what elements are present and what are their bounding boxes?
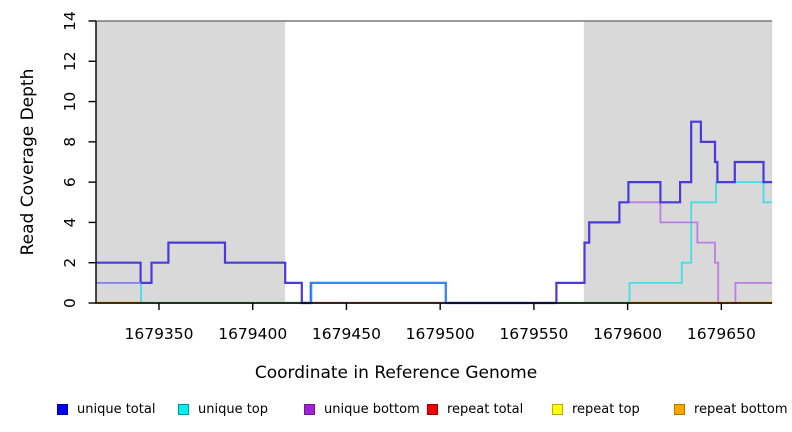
series-unique-bottom	[627, 201, 773, 304]
x-tick-label: 1679600	[593, 325, 662, 343]
legend-swatch-icon	[178, 404, 189, 415]
y-tick-label: 14	[61, 11, 79, 31]
y-tick-label: 10	[61, 92, 79, 112]
y-tick-label: 2	[61, 258, 79, 268]
shaded-regions	[95, 20, 773, 303]
x-axis-title: Coordinate in Reference Genome	[255, 363, 537, 383]
tick-marks-and-labels: 1679350 1679400 1679450 1679500 1679550 16796…	[61, 11, 756, 343]
x-tick-label: 1679400	[218, 325, 287, 343]
x-tick-label: 1679350	[124, 325, 193, 343]
y-tick-label: 12	[61, 51, 79, 71]
legend-label: repeat bottom	[694, 402, 788, 417]
legend-swatch-icon	[552, 404, 563, 415]
x-tick-label: 1679450	[312, 325, 381, 343]
x-tick-label: 1679550	[499, 325, 568, 343]
legend-label: repeat top	[572, 402, 640, 417]
series-unique-total	[95, 120, 773, 305]
coverage-plot: 1679350 1679400 1679450 1679500 1679550 16796…	[18, 11, 773, 383]
y-tick-label: 8	[61, 137, 79, 147]
legend-label: unique bottom	[324, 402, 420, 417]
legend-label: unique top	[198, 402, 269, 417]
y-tick-label: 4	[61, 217, 79, 227]
y-tick-label: 0	[61, 298, 79, 308]
legend-label: repeat total	[447, 402, 524, 417]
y-axis-title: Read Coverage Depth	[18, 69, 38, 256]
x-tick-label: 1679650	[687, 325, 756, 343]
legend-label: unique total	[77, 402, 156, 417]
legend-swatch-icon	[674, 404, 685, 415]
axes	[95, 21, 773, 304]
legend-swatch-icon	[57, 404, 68, 415]
shaded-region	[95, 21, 286, 303]
unique-top-over-total-box	[310, 282, 447, 304]
legend-swatch-icon	[427, 404, 438, 415]
legend-swatch-icon	[304, 404, 315, 415]
y-tick-label: 6	[61, 177, 79, 187]
x-tick-label: 1679500	[406, 325, 475, 343]
